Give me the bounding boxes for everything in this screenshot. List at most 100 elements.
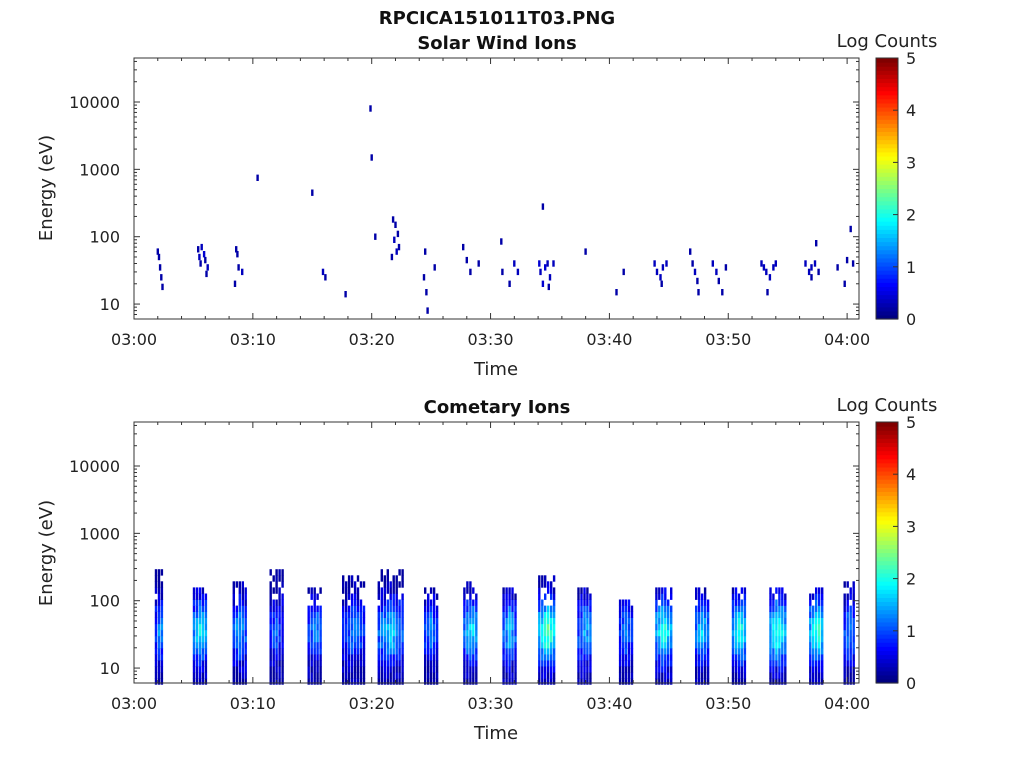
heatmap-cell — [514, 617, 517, 625]
heatmap-cell — [697, 289, 700, 296]
heatmap-cell — [199, 260, 202, 267]
heatmap-cell — [377, 605, 380, 612]
heatmap-cell — [661, 587, 664, 594]
heatmap-cell — [310, 629, 313, 637]
heatmap-cell — [475, 666, 478, 673]
heatmap-cell — [849, 648, 852, 655]
heatmap-cell — [345, 611, 348, 618]
heatmap-cell — [272, 599, 275, 606]
heatmap-cell — [618, 660, 622, 667]
heatmap-cell — [775, 648, 778, 655]
heatmap-cell — [386, 648, 389, 655]
heatmap-cell — [278, 587, 281, 594]
colorbar-segment — [876, 601, 898, 607]
heatmap-cell — [462, 243, 465, 251]
heatmap-cell — [281, 678, 284, 685]
heatmap-cell — [424, 642, 427, 649]
heatmap-cell — [737, 666, 741, 673]
heatmap-cell — [769, 642, 772, 649]
heatmap-cell — [852, 672, 855, 679]
heatmap-cell — [618, 599, 622, 606]
heatmap-cell — [432, 660, 436, 667]
heatmap-cell — [550, 593, 553, 600]
colorbar-segment — [876, 143, 898, 149]
heatmap-cell — [195, 672, 199, 679]
colorbar-tick-label: 3 — [906, 153, 916, 172]
heatmap-cell — [691, 260, 694, 267]
heatmap-cell — [843, 642, 846, 649]
heatmap-cell — [278, 575, 281, 582]
heatmap-cell — [627, 623, 631, 631]
colorbar-segment — [876, 617, 898, 623]
heatmap-cell — [815, 599, 818, 606]
heatmap-cell — [734, 642, 738, 649]
heatmap-cell — [238, 642, 241, 649]
heatmap-cell — [307, 678, 310, 685]
colorbar-segment — [876, 430, 898, 435]
heatmap-cell — [429, 629, 433, 637]
heatmap-cell — [664, 648, 667, 655]
heatmap-cell — [618, 623, 622, 631]
heatmap-cell — [392, 581, 395, 588]
heatmap-cell — [655, 593, 658, 600]
heatmap-cell — [160, 593, 164, 600]
heatmap-cell — [244, 678, 247, 685]
heatmap-cell — [843, 629, 846, 637]
heatmap-cell — [353, 599, 357, 606]
colorbar-frame — [875, 57, 899, 320]
heatmap-cell — [154, 617, 158, 625]
heatmap-cell — [622, 268, 625, 276]
heatmap-cell — [359, 599, 363, 606]
heatmap-cell — [815, 611, 818, 618]
heatmap-cell — [541, 666, 544, 673]
heatmap-cell — [429, 666, 433, 673]
heatmap-cell — [697, 678, 701, 685]
heatmap-cell — [846, 611, 849, 618]
heatmap-cell — [398, 672, 401, 679]
heatmap-cell — [195, 605, 199, 612]
heatmap-cell — [356, 587, 360, 594]
heatmap-cell — [198, 599, 202, 606]
heatmap-cell — [195, 642, 199, 649]
heatmap-cell — [546, 260, 549, 267]
heatmap-cell — [235, 246, 238, 253]
heatmap-cell — [538, 581, 541, 588]
heatmap-cell — [269, 623, 272, 631]
heatmap-cell — [201, 623, 205, 631]
heatmap-cell — [278, 593, 281, 600]
heatmap-cell — [463, 666, 466, 673]
heatmap-cell — [350, 617, 354, 625]
heatmap-cell — [463, 648, 466, 655]
heatmap-cell — [157, 581, 161, 588]
heatmap-cell — [472, 629, 475, 637]
heatmap-cell — [386, 575, 389, 582]
heatmap-cell — [475, 672, 478, 679]
heatmap-cell — [433, 264, 436, 271]
heatmap-cell — [664, 666, 667, 673]
heatmap-cell — [232, 599, 235, 606]
heatmap-cell — [244, 629, 247, 637]
heatmap-cell — [195, 629, 199, 637]
heatmap-cell — [198, 605, 202, 612]
heatmap-cell — [319, 672, 322, 679]
heatmap-cell — [157, 593, 161, 600]
heatmap-cell — [269, 593, 272, 600]
heatmap-cell — [313, 617, 316, 625]
heatmap-cell — [362, 678, 366, 685]
heatmap-cell — [589, 672, 592, 679]
heatmap-cell — [849, 593, 852, 600]
heatmap-cell — [466, 611, 469, 618]
heatmap-cell — [275, 575, 278, 582]
heatmap-cell — [734, 587, 738, 594]
heatmap-cell — [472, 635, 475, 643]
heatmap-cell — [743, 635, 747, 643]
heatmap-cell — [345, 623, 348, 631]
y-tick-label: 10000 — [69, 93, 120, 112]
heatmap-cell — [577, 587, 580, 594]
heatmap-cell — [395, 599, 398, 606]
heatmap-cell — [424, 672, 427, 679]
heatmap-cell — [658, 605, 661, 612]
heatmap-cell — [740, 660, 744, 667]
heatmap-cell — [843, 593, 846, 600]
heatmap-cell — [313, 660, 316, 667]
